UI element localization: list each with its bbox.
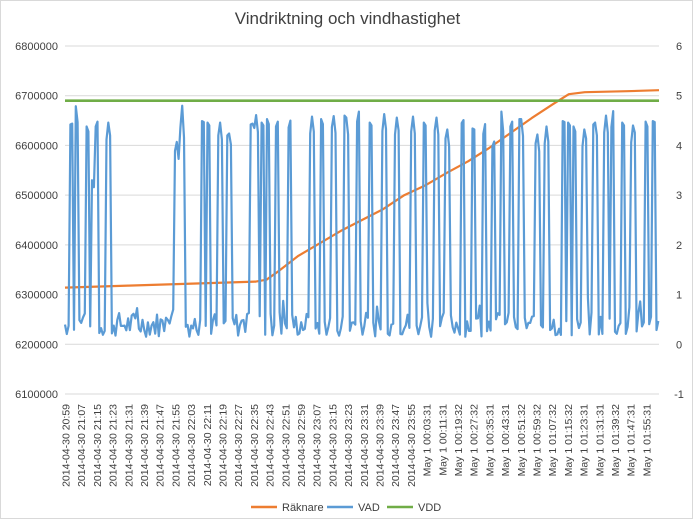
y-tick-label-left: 6600000	[15, 140, 58, 152]
series-line-raknare	[64, 89, 660, 289]
y-tick-label-left: 6200000	[15, 339, 58, 351]
x-tick-label: 2014-04-30 21:23	[108, 404, 120, 487]
legend: Räknare VAD VDD	[251, 502, 441, 514]
x-tick-label: 2014-04-30 23:39	[375, 404, 387, 487]
x-tick-label: 2014-04-30 23:23	[343, 404, 355, 487]
x-tick-label: 2014-04-30 21:07	[76, 404, 88, 487]
y-tick-label-left: 6400000	[15, 240, 58, 252]
y-tick-label-right: 4	[676, 140, 682, 152]
x-tick-label: 2014-04-30 20:59	[61, 404, 73, 487]
x-tick-label: 2014-04-30 21:47	[155, 404, 167, 487]
x-tick-label: May 1 00:51:32	[516, 404, 528, 477]
gridlines	[65, 45, 659, 395]
x-tick-label: 2014-04-30 23:07	[312, 404, 324, 487]
x-tick-label: 2014-04-30 22:35	[249, 404, 261, 487]
y-tick-label-right: 3	[676, 190, 682, 202]
x-tick-label: May 1 01:31:31	[594, 404, 606, 477]
x-tick-label: May 1 00:43:31	[500, 404, 512, 477]
x-tick-label: 2014-04-30 23:55	[406, 404, 418, 487]
x-tick-label: May 1 00:19:32	[453, 404, 465, 477]
legend-label: VDD	[418, 502, 441, 514]
x-tick-label: May 1 00:03:31	[422, 404, 434, 477]
x-tick-label: 2014-04-30 22:59	[296, 404, 308, 487]
x-tick-label: 2014-04-30 23:31	[359, 404, 371, 487]
legend-label: Räknare	[282, 502, 324, 514]
x-tick-label: 2014-04-30 23:47	[390, 404, 402, 487]
x-tick-label: May 1 01:15:32	[563, 404, 575, 477]
x-tick-label: 2014-04-30 22:27	[233, 404, 245, 487]
x-tick-label: May 1 01:23:31	[579, 404, 591, 477]
y-tick-label-right: -1	[674, 389, 684, 401]
x-tick-label: May 1 01:55:31	[641, 404, 653, 477]
x-tick-label: 2014-04-30 22:11	[202, 404, 214, 486]
x-tick-label: 2014-04-30 22:03	[186, 404, 198, 487]
legend-label: VAD	[358, 502, 380, 514]
y-tick-label-left: 6300000	[15, 290, 58, 302]
y-tick-label-left: 6700000	[15, 91, 58, 103]
x-tick-label: 2014-04-30 22:51	[280, 404, 292, 487]
series-line-vad	[63, 104, 660, 338]
x-tick-label: 2014-04-30 22:43	[265, 404, 277, 487]
x-tick-label: May 1 00:59:32	[532, 404, 544, 477]
y-tick-label-right: 5	[676, 91, 682, 103]
x-tick-label: May 1 01:47:31	[626, 404, 638, 477]
x-tick-label: May 1 01:39:32	[610, 404, 622, 477]
series-layer	[63, 89, 660, 338]
x-tick-label: May 1 01:07:32	[547, 404, 559, 477]
y-tick-label-left: 6500000	[15, 190, 58, 202]
y-tick-label-right: 6	[676, 41, 682, 53]
chart-title: Vindriktning och vindhastighet	[234, 9, 461, 28]
x-tick-label: May 1 00:27:32	[469, 404, 481, 477]
y-tick-label-right: 0	[676, 339, 682, 351]
y-tick-label-right: 2	[676, 240, 682, 252]
y-tick-label-left: 6800000	[15, 41, 58, 53]
x-tick-label: 2014-04-30 21:39	[139, 404, 151, 487]
x-tick-label: 2014-04-30 21:55	[170, 404, 182, 487]
x-tick-label: 2014-04-30 21:31	[123, 404, 135, 487]
y-tick-label-right: 1	[676, 290, 682, 302]
x-tick-label: May 1 00:35:31	[484, 404, 496, 477]
x-tick-label: 2014-04-30 22:19	[218, 404, 230, 487]
x-tick-label: 2014-04-30 23:15	[327, 404, 339, 487]
axis-labels: 6100000 6200000 6300000 6400000 6500000 66000…	[15, 41, 684, 487]
x-tick-label: May 1 00:11:31	[437, 404, 449, 476]
x-tick-label: 2014-04-30 21:15	[92, 404, 104, 487]
y-tick-label-left: 6100000	[15, 389, 58, 401]
